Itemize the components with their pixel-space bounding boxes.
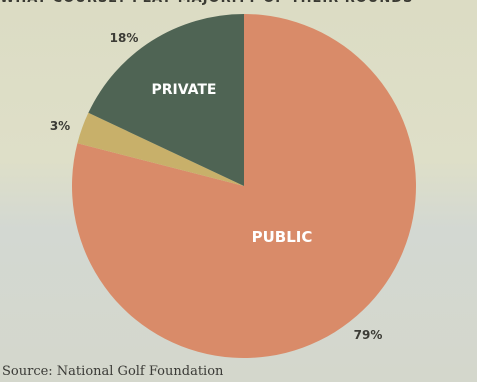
- slice-percent-label: 18%: [110, 31, 139, 45]
- slice-name-label: PUBLIC: [252, 228, 313, 246]
- pie-labels: PUBLIC 79% 3% PRIVATE 18%: [50, 31, 383, 342]
- source-note: Source: National Golf Foundation: [2, 364, 224, 379]
- slice-name-label: PRIVATE: [152, 82, 217, 98]
- chart-title: WHAT COURSE? PLAY MAJORITY OF THEIR ROUN…: [0, 0, 477, 11]
- slice-percent-label: 3%: [50, 119, 70, 133]
- slice-percent-label: 79%: [354, 328, 383, 342]
- pie-slice-other: [77, 112, 245, 186]
- pie-slice-private: [88, 14, 244, 186]
- pie-slices: [72, 14, 417, 358]
